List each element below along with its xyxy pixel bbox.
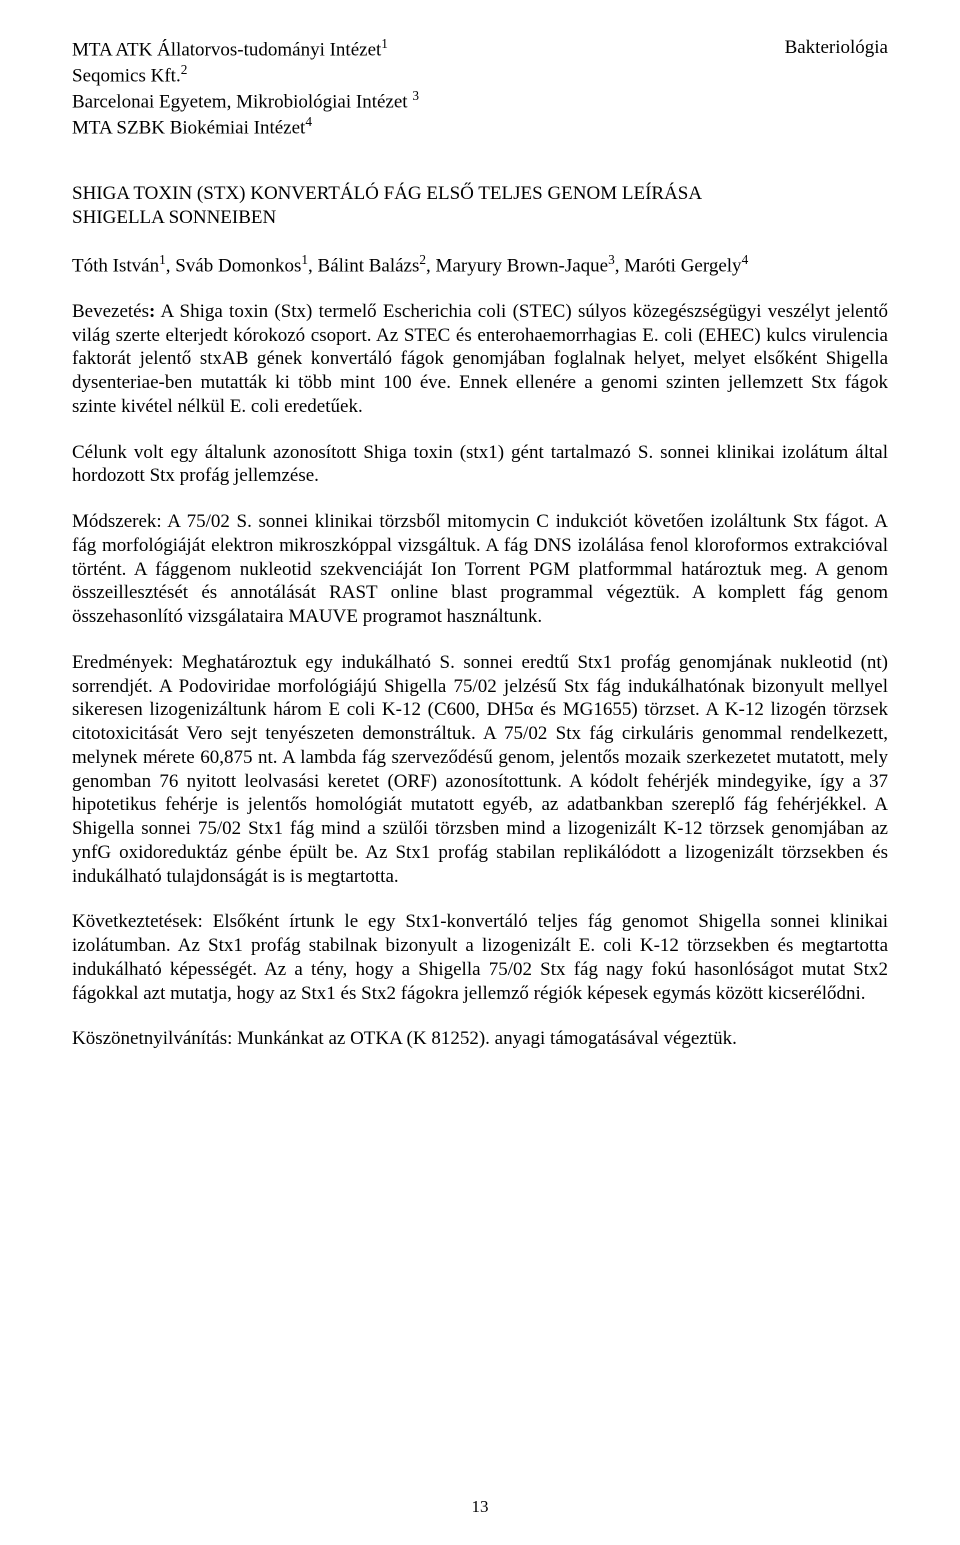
affiliation-line: MTA SZBK Biokémiai Intézet4	[72, 114, 765, 140]
affiliation-line: MTA ATK Állatorvos-tudományi Intézet1	[72, 36, 765, 62]
affiliation-text: Barcelonai Egyetem, Mikrobiológiai Intéz…	[72, 91, 412, 112]
affiliation-sup: 1	[381, 36, 388, 51]
affiliations-block: MTA ATK Állatorvos-tudományi Intézet1 Se…	[72, 36, 765, 140]
paragraph-conclusions: Következtetések: Elsőként írtunk le egy …	[72, 910, 888, 1005]
affiliation-line: Barcelonai Egyetem, Mikrobiológiai Intéz…	[72, 88, 765, 114]
paragraph-results: Eredmények: Meghatároztuk egy indukálhat…	[72, 651, 888, 889]
title-block: SHIGA TOXIN (STX) KONVERTÁLÓ FÁG ELSŐ TE…	[72, 182, 888, 230]
affiliation-line: Seqomics Kft.2	[72, 62, 765, 88]
title-line-1: SHIGA TOXIN (STX) KONVERTÁLÓ FÁG ELSŐ TE…	[72, 182, 888, 206]
page-number: 13	[0, 1496, 960, 1517]
paragraph-acknowledgement: Köszönetnyilvánítás: Munkánkat az OTKA (…	[72, 1027, 888, 1051]
paragraph-aim: Célunk volt egy általunk azonosított Shi…	[72, 441, 888, 489]
title-line-2: SHIGELLA SONNEIBEN	[72, 206, 888, 230]
paragraph-methods: Módszerek: A 75/02 S. sonnei klinikai tö…	[72, 510, 888, 629]
paragraph-intro: Bevezetés: A Shiga toxin (Stx) termelő E…	[72, 300, 888, 419]
affiliation-sup: 2	[181, 62, 188, 77]
authors-line: Tóth István1, Sváb Domonkos1, Bálint Bal…	[72, 252, 888, 278]
affiliation-text: Seqomics Kft.	[72, 65, 181, 86]
affiliation-sup: 4	[305, 114, 312, 129]
affiliation-text: MTA ATK Állatorvos-tudományi Intézet	[72, 39, 381, 60]
header-row: MTA ATK Állatorvos-tudományi Intézet1 Se…	[72, 36, 888, 140]
page: MTA ATK Állatorvos-tudományi Intézet1 Se…	[0, 0, 960, 1545]
affiliation-text: MTA SZBK Biokémiai Intézet	[72, 118, 305, 139]
section-label: Bakteriológia	[765, 36, 888, 60]
affiliation-sup: 3	[412, 88, 419, 103]
